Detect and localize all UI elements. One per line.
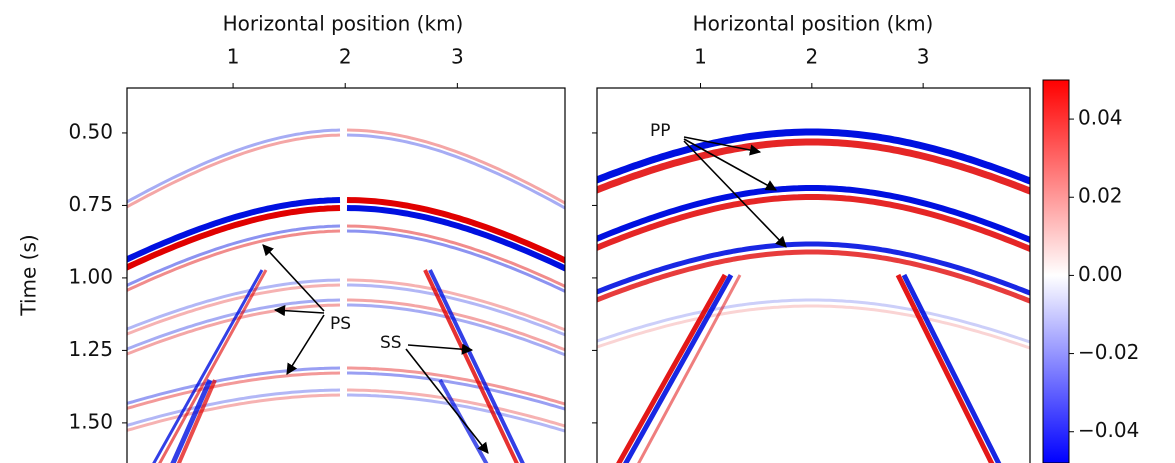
colorbar-tick-label: 0.00 <box>1078 262 1123 286</box>
wave-event <box>428 269 525 463</box>
arrow <box>683 136 762 156</box>
wave-event <box>597 298 1030 344</box>
wave-event <box>347 283 565 337</box>
y-tick-label: 1.50 <box>68 409 113 433</box>
colorbar-tick-label: −0.02 <box>1078 340 1139 364</box>
arrow <box>683 138 777 191</box>
wave-event <box>597 249 1030 304</box>
wave-event <box>597 241 1030 296</box>
wave-event <box>346 224 565 288</box>
wave-event <box>895 273 995 463</box>
wave-event <box>127 371 341 410</box>
wave-event <box>346 229 565 293</box>
wave-event <box>623 273 734 463</box>
wave-event <box>637 274 742 463</box>
x-tick-label: 3 <box>917 45 930 69</box>
annotation: SS <box>380 333 402 353</box>
wave-event <box>158 269 268 463</box>
wave-event <box>346 133 565 210</box>
arrow <box>262 244 325 312</box>
y-tick-label: 0.50 <box>68 119 113 143</box>
wave-event <box>597 138 1030 195</box>
colorbar <box>1042 79 1070 463</box>
x-tick-label: 1 <box>694 45 707 69</box>
wave-event <box>347 298 565 352</box>
wave-event <box>423 269 519 463</box>
wave-event <box>127 224 341 288</box>
wave-event <box>127 133 341 209</box>
wave-event <box>597 128 1030 185</box>
x-tick-label: 3 <box>451 45 464 69</box>
wave-event <box>127 205 341 271</box>
wave-event <box>152 269 264 463</box>
wave-event <box>597 185 1030 244</box>
annotation: PS <box>330 314 351 334</box>
wave-event <box>127 197 341 263</box>
wave-event <box>127 388 341 427</box>
wave-event <box>616 273 728 463</box>
wavefield-right <box>597 128 1030 463</box>
arrow <box>286 314 325 375</box>
arrow <box>405 348 489 454</box>
y-tick-label: 0.75 <box>68 192 113 216</box>
wave-event <box>127 366 341 405</box>
arrow <box>683 140 787 248</box>
wave-event <box>597 304 1030 350</box>
arrows <box>262 136 787 454</box>
wave-event <box>346 205 565 272</box>
wave-event <box>127 298 341 351</box>
wave-event <box>127 278 341 331</box>
x-tick-label: 2 <box>339 45 352 69</box>
wave-event <box>347 393 565 433</box>
x-tick-label: 1 <box>227 45 240 69</box>
colorbar-tick-label: −0.04 <box>1078 418 1139 442</box>
colorbar-tick-label: 0.02 <box>1078 184 1123 208</box>
wave-event <box>347 388 565 428</box>
x-axis-label: Horizontal position (km) <box>693 12 934 36</box>
wave-event <box>597 194 1030 253</box>
wave-event <box>127 283 341 336</box>
wave-event <box>901 273 1002 463</box>
wave-event <box>346 128 565 205</box>
annotation: PP <box>650 121 671 141</box>
arrow <box>273 305 325 317</box>
wave-event <box>127 229 341 293</box>
wave-event <box>347 278 565 332</box>
wavefield-left <box>127 128 565 463</box>
y-tick-label: 1.00 <box>68 264 113 288</box>
wave-event <box>127 393 341 432</box>
wave-event <box>347 371 565 411</box>
y-axis-label: Time (s) <box>17 234 41 316</box>
wave-event <box>346 197 565 264</box>
wave-event <box>127 303 341 356</box>
wave-event <box>347 303 565 357</box>
colorbar-tick-label: 0.04 <box>1078 106 1123 130</box>
arrow <box>407 343 474 355</box>
x-tick-label: 2 <box>805 45 818 69</box>
x-axis-label: Horizontal position (km) <box>223 12 464 36</box>
wave-event <box>170 378 213 463</box>
wave-event <box>176 379 217 463</box>
wave-event <box>347 366 565 406</box>
y-tick-label: 1.25 <box>68 337 113 361</box>
wave-event <box>127 128 341 204</box>
